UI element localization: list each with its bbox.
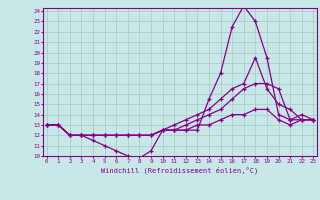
X-axis label: Windchill (Refroidissement éolien,°C): Windchill (Refroidissement éolien,°C) — [101, 167, 259, 174]
